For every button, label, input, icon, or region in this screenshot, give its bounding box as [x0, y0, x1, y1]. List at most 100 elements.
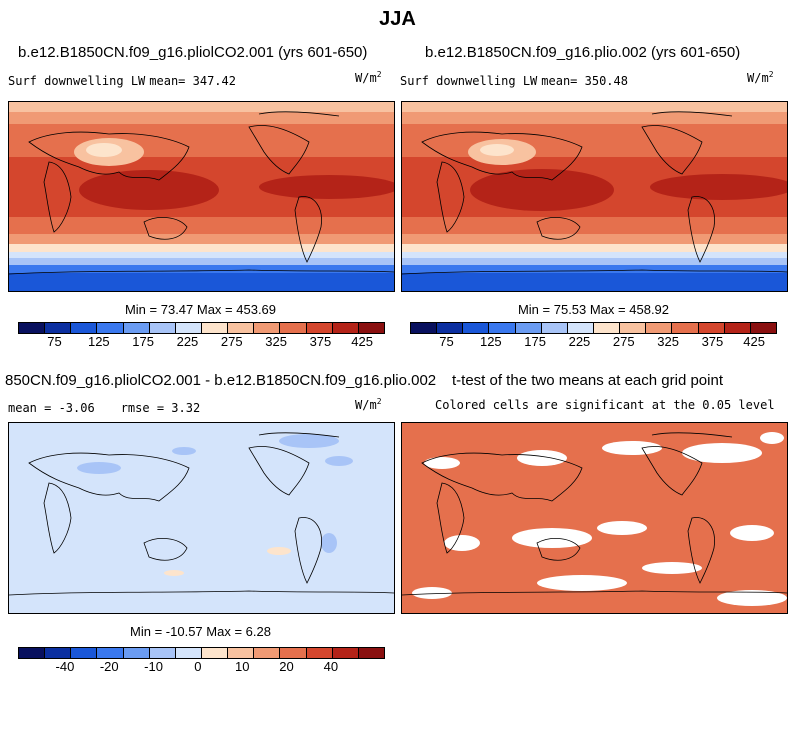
- left-bottom-patch-3: [325, 456, 353, 466]
- left-top-antarctica: [9, 273, 394, 291]
- left-top-units-sup: 2: [376, 70, 382, 79]
- colorbar-swatch: [19, 648, 46, 658]
- right-top-south-mid: [402, 234, 787, 244]
- right-top-south-band4: [402, 265, 787, 273]
- colorbar-tick-label: 40: [323, 659, 339, 674]
- colorbar-swatch: [750, 323, 776, 333]
- left-bottom-patch-2: [279, 434, 339, 448]
- right-top-map-svg: [402, 102, 787, 291]
- colorbar-swatch: [280, 648, 307, 658]
- left-top-south-band4: [9, 265, 394, 273]
- colorbar-swatch: [358, 648, 384, 658]
- colorbar-swatch: [646, 323, 673, 333]
- left-bottom-stats: mean = -3.06 rmse = 3.32: [8, 401, 200, 415]
- left-bottom-mean: mean = -3.06: [8, 401, 95, 415]
- left-top-minmax: Min = 73.47 Max = 453.69: [124, 302, 277, 317]
- left-top-polar-north: [9, 102, 394, 112]
- right-top-colorbar: [410, 322, 777, 334]
- colorbar-swatch: [228, 648, 255, 658]
- right-top-units-sup: 2: [768, 70, 774, 79]
- left-top-itcz: [259, 175, 394, 199]
- colorbar-swatch: [228, 323, 255, 333]
- right-top-coastlines: [402, 111, 787, 275]
- colorbar-swatch: [593, 323, 621, 333]
- right-top-south-band3: [402, 258, 787, 265]
- right-top-variable: Surf downwelling LW: [400, 74, 538, 88]
- colorbar-swatch: [149, 648, 176, 658]
- right-bottom-insignificant-regions: [412, 432, 787, 606]
- colorbar-tick-label: 0: [194, 659, 202, 674]
- colorbar-swatch: [541, 323, 568, 333]
- colorbar-tick-label: 425: [351, 334, 373, 349]
- colorbar-swatch: [280, 323, 307, 333]
- right-bottom-subtitle: Colored cells are significant at the 0.0…: [435, 398, 775, 412]
- colorbar-swatch: [411, 323, 438, 333]
- right-top-antarctica: [402, 273, 787, 291]
- colorbar-swatch: [358, 323, 384, 333]
- colorbar-tick-label: 225: [176, 334, 199, 349]
- colorbar-swatch: [175, 648, 202, 658]
- left-top-case-title: b.e12.B1850CN.f09_g16.pliolCO2.001 (yrs …: [18, 44, 368, 61]
- left-top-south-band3: [9, 258, 394, 265]
- left-bottom-coastlines: [9, 432, 394, 596]
- colorbar-tick-label: -40: [55, 659, 75, 674]
- left-bottom-map: [8, 422, 395, 614]
- colorbar-swatch: [437, 323, 464, 333]
- left-top-variable: Surf downwelling LW: [8, 74, 146, 88]
- left-top-south-band1: [9, 244, 394, 252]
- left-top-south-mid: [9, 234, 394, 244]
- colorbar-tick-label: 275: [612, 334, 635, 349]
- colorbar-tick-label: 325: [657, 334, 679, 349]
- figure-title: JJA: [379, 8, 416, 30]
- colorbar-tick-label: 10: [234, 659, 250, 674]
- colorbar-swatch: [45, 648, 72, 658]
- colorbar-swatch: [97, 323, 124, 333]
- right-top-units-text: W/m: [747, 71, 769, 85]
- colorbar-swatch: [123, 323, 150, 333]
- right-top-minmax: Min = 75.53 Max = 458.92: [517, 302, 670, 317]
- left-bottom-warm-patch-1: [267, 547, 291, 555]
- colorbar-swatch: [149, 323, 176, 333]
- colorbar-tick-label: 225: [568, 334, 591, 349]
- right-top-tibet-core: [480, 144, 514, 156]
- right-top-warmpool: [470, 169, 614, 211]
- left-top-south-band2: [9, 252, 394, 258]
- right-top-itcz: [650, 174, 787, 200]
- colorbar-swatch: [175, 323, 202, 333]
- colorbar-swatch: [724, 323, 751, 333]
- colorbar-swatch: [71, 648, 98, 658]
- colorbar-swatch: [71, 323, 98, 333]
- left-bottom-base-field: [9, 423, 394, 613]
- colorbar-swatch: [254, 648, 281, 658]
- colorbar-swatch: [201, 323, 229, 333]
- left-bottom-patch-4: [172, 447, 196, 455]
- left-top-units: W/m2: [355, 70, 382, 85]
- right-top-units: W/m2: [747, 70, 774, 85]
- colorbar-tick-label: 425: [743, 334, 765, 349]
- left-top-colorbar: [18, 322, 385, 334]
- left-bottom-rmse: rmse = 3.32: [120, 401, 201, 415]
- right-top-polar-north: [402, 102, 787, 112]
- colorbar-swatch: [567, 323, 594, 333]
- right-bottom-coastlines: [402, 432, 787, 596]
- left-top-map-svg: [9, 102, 394, 291]
- right-top-variable-line: Surf downwelling LW mean= 350.48: [400, 74, 628, 88]
- colorbar-tick-label: 75: [47, 334, 62, 349]
- colorbar-swatch: [306, 323, 333, 333]
- colorbar-tick-label: 125: [87, 334, 110, 349]
- left-top-mean: mean= 347.42: [149, 74, 236, 88]
- colorbar-swatch: [489, 323, 516, 333]
- colorbar-swatch: [332, 323, 359, 333]
- colorbar-swatch: [254, 323, 281, 333]
- colorbar-swatch: [19, 323, 46, 333]
- left-bottom-case-title: 850CN.f09_g16.pliolCO2.001 - b.e12.B1850…: [5, 372, 437, 389]
- left-bottom-patch-1: [77, 462, 121, 474]
- colorbar-tick-label: 275: [220, 334, 243, 349]
- colorbar-tick-label: 20: [279, 659, 294, 674]
- colorbar-swatch: [97, 648, 124, 658]
- left-bottom-units-text: W/m: [355, 398, 377, 412]
- left-bottom-units-sup: 2: [376, 397, 382, 406]
- colorbar-swatch: [620, 323, 647, 333]
- colorbar-tick-label: 175: [524, 334, 546, 349]
- right-bottom-map: [401, 422, 788, 614]
